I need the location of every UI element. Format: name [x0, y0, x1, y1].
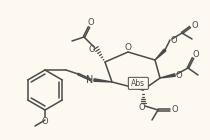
- Text: N: N: [86, 75, 94, 85]
- Text: Abs: Abs: [131, 79, 145, 88]
- Polygon shape: [94, 79, 112, 82]
- Text: O: O: [193, 50, 199, 59]
- FancyBboxPatch shape: [128, 77, 148, 89]
- Text: O: O: [89, 45, 95, 53]
- Text: O: O: [139, 103, 145, 113]
- Text: O: O: [88, 18, 94, 26]
- Text: O: O: [192, 20, 198, 30]
- Text: O: O: [42, 116, 48, 125]
- Text: O: O: [171, 36, 177, 45]
- Polygon shape: [160, 74, 175, 78]
- Polygon shape: [155, 49, 166, 60]
- Text: O: O: [125, 43, 131, 52]
- Text: O: O: [172, 106, 178, 115]
- Text: O: O: [176, 71, 182, 80]
